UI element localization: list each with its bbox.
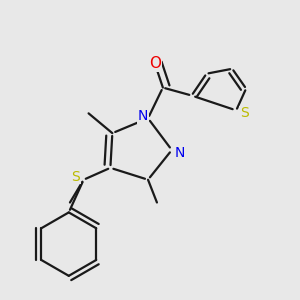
Text: S: S — [240, 106, 248, 120]
Text: S: S — [71, 170, 80, 184]
Text: N: N — [175, 146, 185, 160]
Text: N: N — [138, 109, 148, 123]
Text: O: O — [149, 56, 161, 71]
